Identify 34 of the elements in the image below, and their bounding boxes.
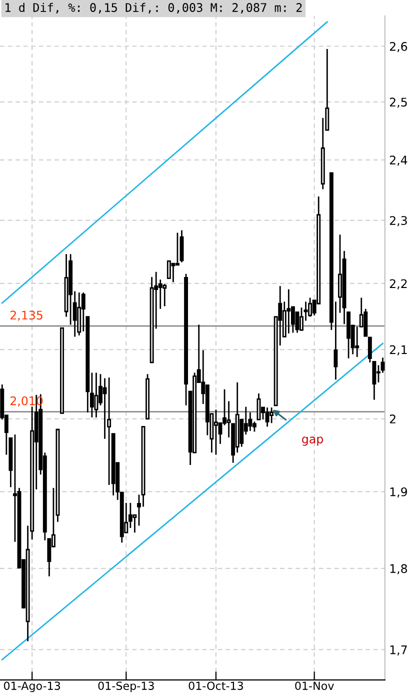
candlestick — [180, 230, 184, 264]
candlestick — [308, 297, 312, 318]
candlestick — [380, 356, 385, 374]
candlestick — [338, 234, 342, 314]
x-tick-label: 01-Sep-13 — [98, 682, 154, 692]
candlestick — [90, 372, 94, 418]
y-tick-label: 2,2 — [390, 279, 407, 290]
y-tick-label: 2,5 — [390, 98, 407, 108]
candlestick — [214, 408, 218, 456]
y-tick-label: 2 — [390, 414, 396, 424]
candlestick — [171, 262, 176, 283]
ref-line-label: 2,135 — [10, 310, 42, 321]
x-tick-label: 01-Oct-13 — [188, 682, 243, 690]
candlestick — [286, 288, 291, 334]
y-tick-label: 1,8 — [390, 564, 408, 574]
y-tick-label: 2,4 — [390, 156, 408, 166]
candlestick — [107, 376, 112, 486]
y-tick-label: 2,1 — [390, 345, 407, 356]
candlestick — [162, 283, 167, 307]
x-tick-label: 01-Ago-13 — [4, 682, 60, 692]
y-tick-label: 1,9 — [390, 487, 408, 498]
chart-title: 1 d Dif, %: 0,15 Dif,: 0,003 M: 2,087 m: 2 — [6, 2, 302, 14]
y-tick-label: 2,3 — [390, 216, 407, 226]
annotation: gap — [302, 436, 323, 446]
y-tick-label: 2,6 — [390, 42, 408, 52]
candlestick — [372, 361, 376, 400]
candlestick — [137, 494, 141, 526]
candlestick — [132, 514, 137, 534]
candlestick — [270, 406, 274, 424]
y-tick-label: 1,7 — [390, 645, 407, 656]
x-tick-label: 01-Nov — [295, 682, 334, 690]
candlestick — [166, 260, 171, 280]
candlestick — [265, 406, 270, 428]
candlestick — [94, 372, 98, 418]
